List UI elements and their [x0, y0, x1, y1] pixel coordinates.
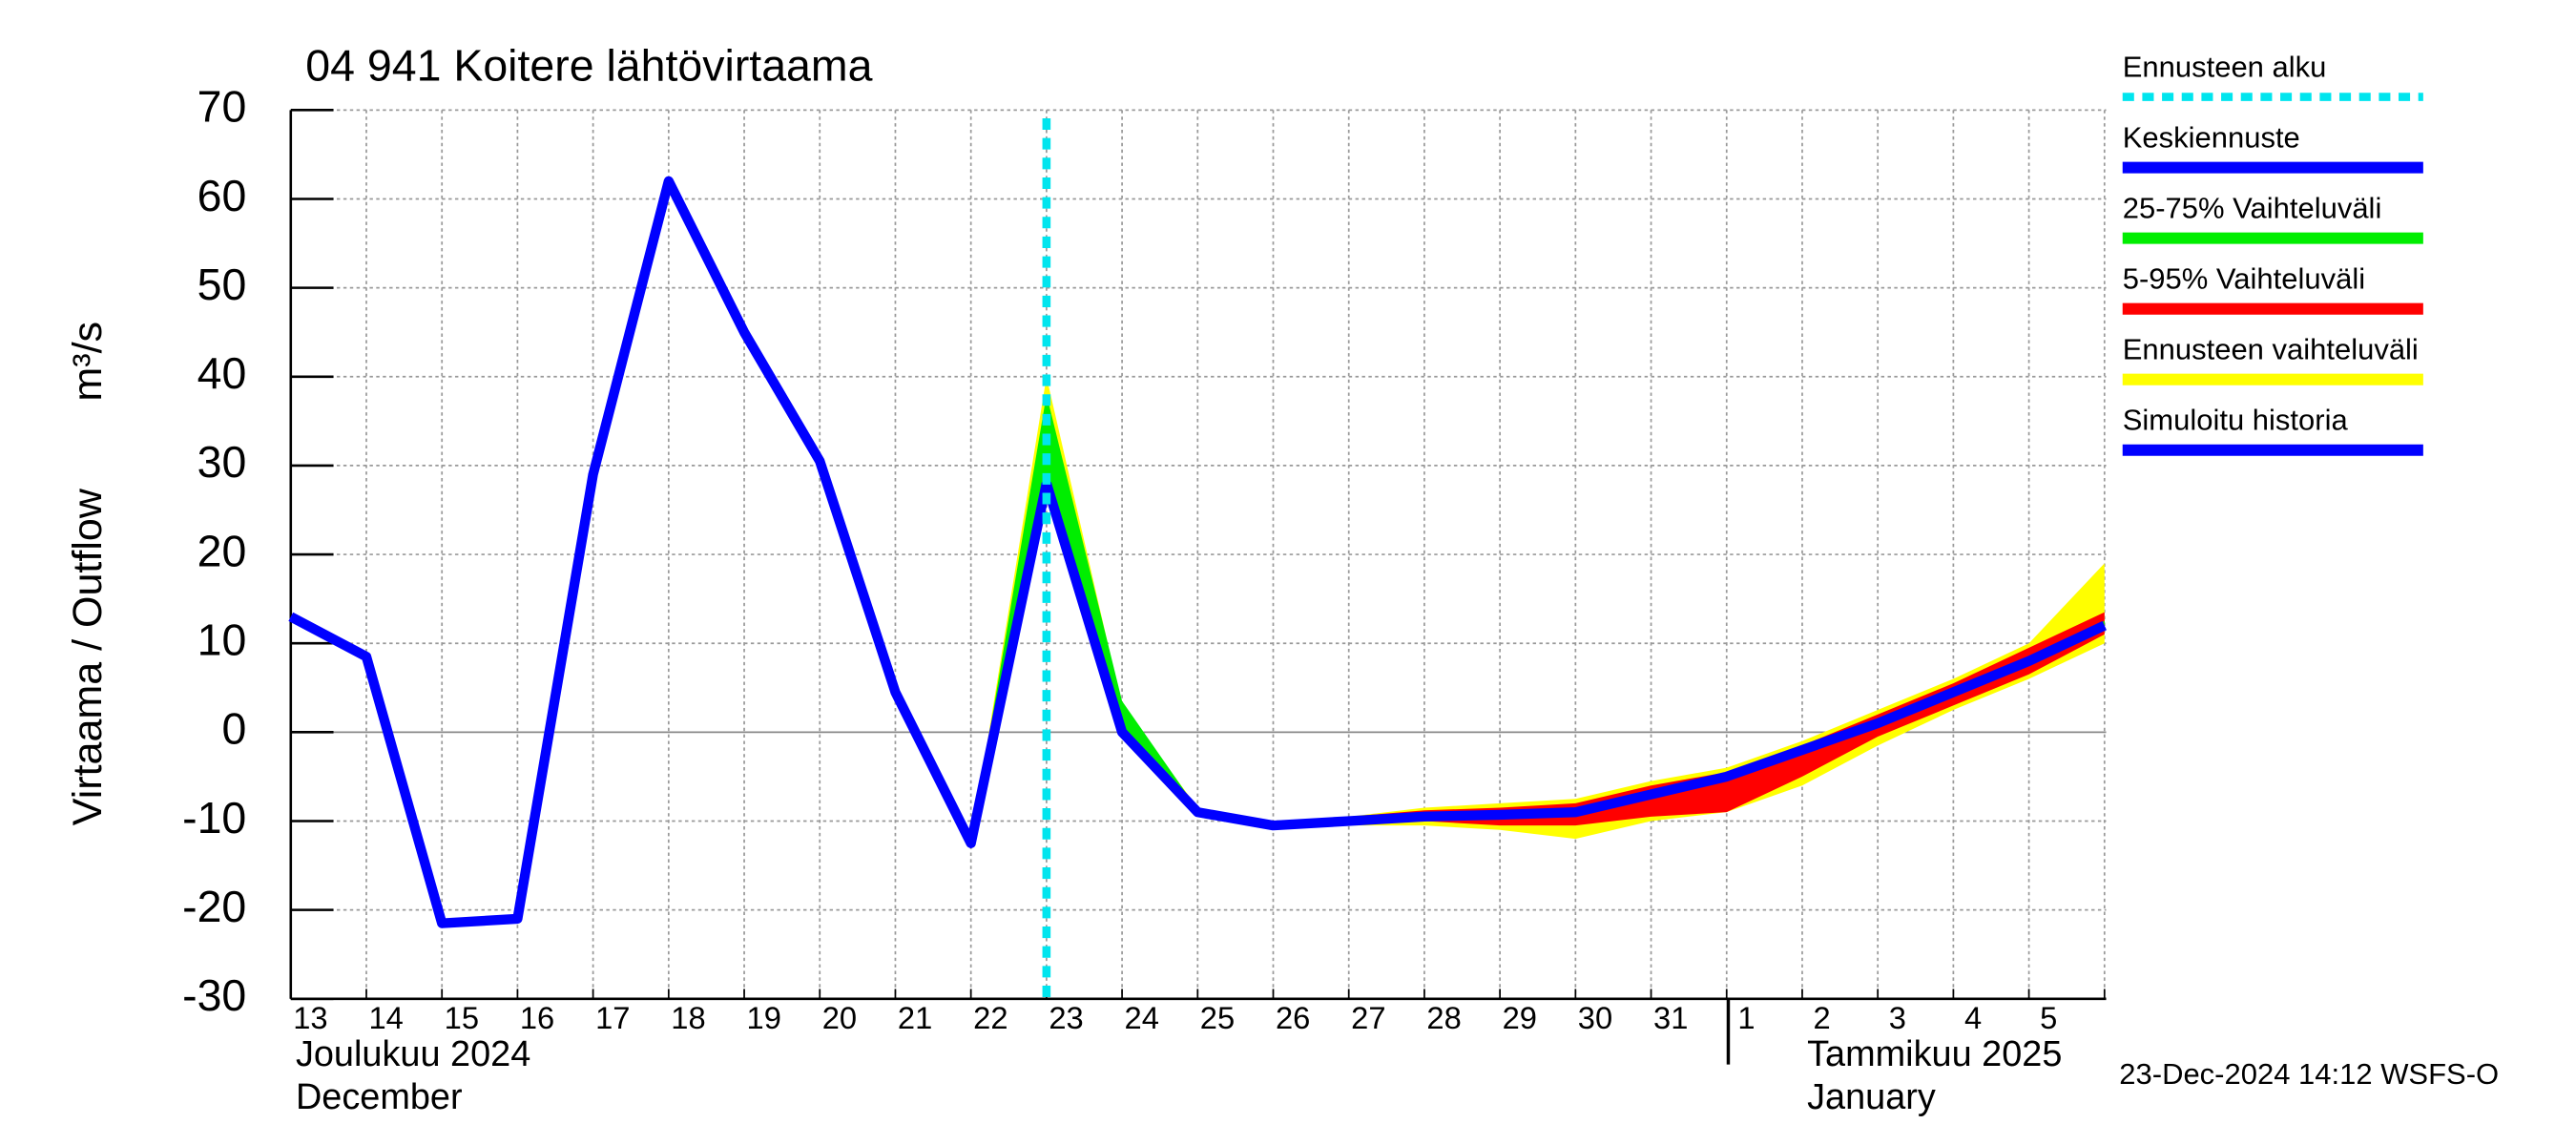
legend-label: Ennusteen alku	[2123, 50, 2327, 83]
y-axis-label: Virtaama / Outflow	[65, 488, 111, 825]
y-tick-label: 10	[197, 614, 247, 664]
legend-label: Ennusteen vaihteluväli	[2123, 333, 2419, 366]
line	[288, 176, 1051, 928]
x-tick-label: 31	[1653, 1000, 1688, 1035]
y-tick-label: -10	[182, 793, 246, 843]
x-tick-label: 29	[1503, 1000, 1537, 1035]
x-tick-label: 20	[822, 1000, 857, 1035]
month-label: Tammikuu 2025	[1807, 1034, 2062, 1074]
x-tick-label: 30	[1578, 1000, 1612, 1035]
x-tick-label: 22	[973, 1000, 1008, 1035]
legend-label: 25-75% Vaihteluväli	[2123, 192, 2382, 225]
x-tick-label: 26	[1276, 1000, 1310, 1035]
x-tick-label: 27	[1351, 1000, 1385, 1035]
month-label: Joulukuu 2024	[296, 1034, 530, 1074]
y-tick-label: -30	[182, 970, 246, 1020]
month-label: December	[296, 1077, 463, 1117]
legend-label: Keskiennuste	[2123, 121, 2300, 155]
y-tick-label: 40	[197, 348, 247, 398]
x-tick-label: 3	[1889, 1000, 1906, 1035]
x-tick-label: 23	[1049, 1000, 1083, 1035]
month-label: January	[1807, 1077, 1936, 1117]
x-tick-label: 18	[671, 1000, 705, 1035]
footer: 23-Dec-2024 14:12 WSFS-O	[2119, 1057, 2499, 1091]
y-tick-label: 70	[197, 82, 247, 132]
legend-label: 5-95% Vaihteluväli	[2123, 262, 2365, 296]
y-tick-label: 50	[197, 260, 247, 309]
x-tick-label: 4	[1964, 1000, 1982, 1035]
y-tick-label: 30	[197, 437, 247, 487]
x-tick-label: 1	[1737, 1000, 1755, 1035]
band	[970, 474, 2105, 843]
y-axis-unit: m³/s	[65, 322, 111, 402]
y-tick-label: 60	[197, 171, 247, 220]
x-tick-label: 15	[445, 1000, 479, 1035]
x-tick-label: 17	[595, 1000, 630, 1035]
x-tick-label: 16	[520, 1000, 554, 1035]
y-tick-label: -20	[182, 882, 246, 931]
x-tick-label: 19	[747, 1000, 781, 1035]
y-tick-label: 20	[197, 526, 247, 575]
x-tick-label: 14	[368, 1000, 403, 1035]
chart-title: 04 941 Koitere lähtövirtaama	[305, 41, 872, 91]
x-tick-label: 21	[898, 1000, 932, 1035]
x-tick-label: 2	[1814, 1000, 1831, 1035]
x-tick-label: 24	[1125, 1000, 1159, 1035]
y-tick-label: 0	[221, 704, 246, 754]
x-tick-label: 28	[1426, 1000, 1461, 1035]
x-tick-label: 25	[1200, 1000, 1235, 1035]
line	[1041, 482, 2108, 831]
x-tick-label: 13	[293, 1000, 327, 1035]
x-tick-label: 5	[2040, 1000, 2057, 1035]
legend-label: Simuloitu historia	[2123, 404, 2349, 437]
